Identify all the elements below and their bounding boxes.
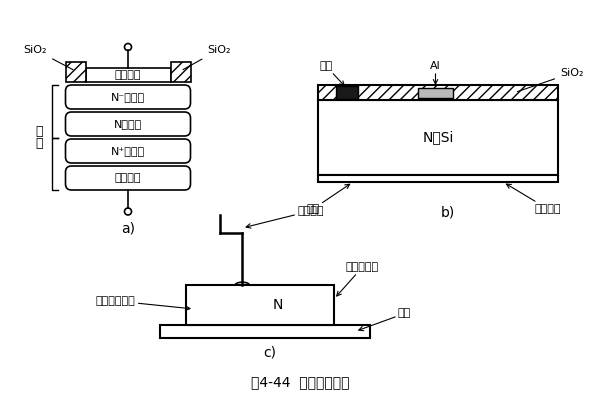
Bar	[186, 285, 334, 325]
Text: 电极: 电极	[319, 61, 344, 86]
Bar	[318, 85, 558, 100]
Bar	[86, 68, 170, 82]
Bar	[65, 62, 86, 82]
Bar	[318, 175, 558, 182]
Text: N型Si: N型Si	[422, 130, 454, 144]
Text: 硅: 硅	[36, 125, 43, 138]
Text: 图4-44  肖特基二极管: 图4-44 肖特基二极管	[251, 375, 349, 389]
Text: 支架: 支架	[359, 308, 411, 331]
Text: 电极: 电极	[307, 184, 350, 214]
Text: 欧姆接触电极: 欧姆接触电极	[96, 296, 190, 310]
Text: 阴极金属: 阴极金属	[115, 173, 141, 183]
FancyBboxPatch shape	[65, 85, 191, 109]
Text: 半导体晶片: 半导体晶片	[337, 262, 379, 296]
Text: N⁻外延层: N⁻外延层	[111, 92, 145, 102]
Text: Al: Al	[430, 61, 441, 84]
Text: 片: 片	[36, 137, 43, 150]
Text: b): b)	[441, 206, 455, 220]
Text: N型基片: N型基片	[114, 119, 142, 129]
Bar	[318, 100, 558, 175]
Text: SiO₂: SiO₂	[183, 45, 230, 70]
Text: a): a)	[121, 221, 135, 235]
FancyBboxPatch shape	[65, 112, 191, 136]
Bar	[336, 86, 358, 99]
Text: 金属触针: 金属触针	[246, 206, 324, 228]
Bar	[418, 88, 453, 98]
FancyBboxPatch shape	[65, 166, 191, 190]
Text: SiO₂: SiO₂	[24, 45, 73, 70]
Bar	[170, 62, 191, 82]
Text: 欧姆接触: 欧姆接触	[506, 184, 561, 214]
Text: c): c)	[263, 345, 277, 359]
Text: 阳极金属: 阳极金属	[115, 70, 141, 80]
Text: SiO₂: SiO₂	[517, 68, 583, 92]
FancyBboxPatch shape	[65, 139, 191, 163]
Bar	[160, 325, 370, 338]
Text: N⁺阴极层: N⁺阴极层	[111, 146, 145, 156]
Text: N: N	[272, 298, 283, 312]
